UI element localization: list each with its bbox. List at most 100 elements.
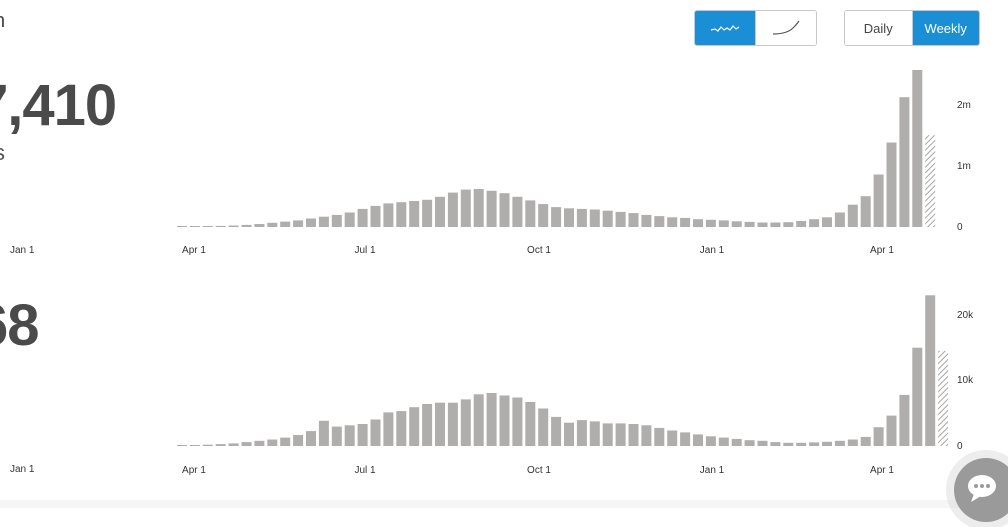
bar — [422, 199, 433, 227]
bar — [486, 393, 497, 446]
bar — [564, 422, 574, 446]
bar-partial — [938, 350, 949, 446]
bar — [293, 220, 304, 227]
bar — [383, 412, 394, 446]
bar — [705, 219, 716, 227]
bar — [357, 424, 368, 446]
bar — [241, 442, 252, 446]
wave-line-chart-button[interactable] — [695, 11, 755, 45]
bar — [512, 397, 523, 446]
bar — [228, 225, 239, 227]
bar — [912, 70, 923, 227]
bar — [551, 207, 562, 227]
curve-line-icon — [772, 20, 800, 35]
bar — [318, 216, 329, 227]
bar — [693, 219, 703, 228]
bar — [783, 442, 794, 446]
bar — [744, 221, 755, 227]
charts-canvas: Apr 1 Jul 1 Oct 1 Jan 1 Apr 1 0 1m 2m Apr 1 Jul … — [177, 70, 974, 476]
bar — [215, 225, 226, 227]
bar — [357, 208, 368, 227]
bar — [409, 407, 420, 446]
chat-button[interactable] — [954, 458, 1008, 522]
bar — [589, 209, 600, 227]
chart-type-toggle — [694, 10, 817, 46]
weekly-button[interactable]: Weekly — [911, 11, 979, 45]
y-tick-label: 0 — [957, 222, 963, 233]
daily-button[interactable]: Daily — [845, 11, 912, 45]
wave-line-icon — [710, 25, 740, 32]
bar — [486, 190, 497, 227]
bar — [654, 216, 665, 227]
page-title-fragment: n — [0, 10, 5, 33]
bar — [344, 212, 355, 227]
total-value-primary: 7,410 — [0, 73, 117, 138]
bar — [215, 444, 226, 446]
bar — [886, 415, 897, 446]
chart-secondary: Apr 1 Jul 1 Oct 1 Jan 1 Apr 1 0 10k 20k — [177, 295, 974, 476]
x-tick-label: Jul 1 — [354, 245, 376, 256]
bar — [318, 420, 329, 446]
bar — [499, 395, 510, 446]
bar — [757, 440, 768, 446]
bar — [306, 218, 316, 227]
total-value-secondary: 68 — [0, 293, 40, 358]
bar — [628, 213, 639, 227]
bar — [551, 416, 562, 446]
bar — [654, 427, 665, 446]
bar — [602, 423, 613, 446]
bar — [899, 97, 910, 227]
bar — [499, 193, 510, 227]
bar — [228, 443, 239, 446]
bar — [460, 189, 471, 227]
bar — [331, 214, 342, 227]
bar — [267, 439, 278, 446]
y-tick-label: 20k — [957, 310, 974, 321]
bar — [860, 196, 871, 227]
bar — [641, 214, 652, 227]
bar — [306, 431, 316, 446]
bottom-divider — [0, 500, 1008, 508]
bar — [822, 441, 832, 446]
bar — [693, 434, 703, 446]
x-tick-label: Jan 1 — [700, 465, 725, 476]
bar — [628, 424, 639, 446]
bar — [202, 226, 213, 227]
bar — [564, 208, 574, 227]
curve-line-chart-button[interactable] — [755, 11, 816, 45]
bar — [873, 427, 884, 446]
period-toggle: Daily Weekly — [844, 10, 980, 46]
bar — [473, 189, 484, 227]
bar — [383, 203, 394, 227]
x-tick-label: Oct 1 — [527, 465, 551, 476]
bar — [641, 425, 652, 446]
bar — [796, 221, 807, 227]
bar — [435, 402, 445, 446]
bar — [899, 394, 910, 446]
bar — [177, 445, 187, 446]
total-caption-primary: s — [0, 140, 5, 166]
chat-bubble-icon — [968, 475, 996, 502]
bar — [718, 437, 729, 446]
left-axis-label-top: Jan 1 — [10, 245, 35, 256]
bar — [847, 204, 858, 227]
y-tick-label: 0 — [957, 441, 963, 452]
bar — [512, 196, 523, 227]
bar — [189, 445, 200, 446]
bar-partial — [925, 135, 936, 227]
bar — [667, 430, 678, 446]
x-tick-label: Oct 1 — [527, 245, 551, 256]
bar — [615, 211, 626, 227]
bar — [847, 439, 858, 446]
bar — [422, 404, 433, 446]
bar — [525, 402, 536, 446]
bar — [925, 295, 936, 446]
bar — [731, 438, 742, 446]
bar — [589, 421, 600, 446]
bar — [731, 221, 742, 227]
bar — [770, 222, 781, 227]
bar — [615, 423, 626, 446]
bar — [860, 436, 871, 446]
bar — [576, 208, 587, 227]
x-tick-label: Apr 1 — [182, 465, 206, 476]
